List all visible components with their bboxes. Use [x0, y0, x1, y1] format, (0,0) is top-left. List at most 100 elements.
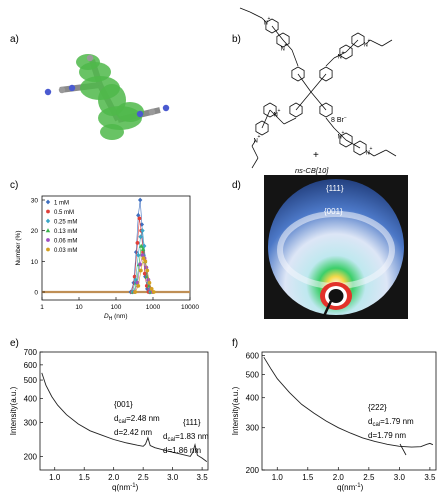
nitrogen-0-a-atom: N: [281, 47, 285, 53]
annotation-f-pointer: [399, 443, 407, 456]
dls-size-distribution-chart: 1 10 100 1000 10000 0 10 20 30 DH (nm) Number (%) 1…: [15, 195, 199, 322]
nitrogen-2-b-atom: N: [254, 139, 258, 145]
bond-link-0: [282, 39, 293, 51]
legend-label-1: 0.5 mM: [54, 210, 74, 216]
y-tick-label: 600: [246, 351, 260, 360]
legend-marker-4: [46, 238, 50, 242]
pyridinium-ring-1-b: [351, 32, 365, 48]
bond-arm-1: [325, 57, 335, 67]
svg-text:d=2.42 nm: d=2.42 nm: [114, 428, 152, 437]
panel-e-label: e): [10, 338, 19, 349]
annotation-e-111: {111} dcal=1.83 nm d=1.86 nm: [163, 418, 209, 455]
nitrogen-1-a-atom: N: [338, 55, 342, 61]
pyridinium-ring-3-a: [339, 132, 353, 148]
y-tick-label: 30: [31, 198, 39, 205]
bond-link-3: [333, 127, 347, 141]
legend-marker-2: [45, 218, 51, 224]
legend-label-5: 0.03 mM: [54, 248, 77, 254]
bond-bipy-1: [345, 39, 359, 53]
x-tick-label: 3.5: [197, 473, 209, 482]
pyridinium-ring-3-b: [353, 140, 367, 156]
bond-butyl-2-2: [251, 157, 259, 169]
saxs-pattern-image: {111} {001}: [264, 175, 408, 319]
y-axis-label: Number (%): [15, 230, 22, 265]
chemical-structure-drawing: N+N+N+N+N+N+N+N+: [239, 7, 397, 169]
panel-f-label: f): [232, 338, 238, 349]
y-axis-label: Intensity(a.u.): [231, 386, 240, 435]
y-tick-label: 20: [31, 228, 39, 235]
data-point-5-0: [133, 290, 138, 294]
data-point-0-3: [136, 212, 141, 218]
x-tick-label: 3.0: [167, 473, 179, 482]
nitrogen-0-b-atom: N: [264, 21, 268, 27]
x-tick-label: 10000: [181, 304, 199, 311]
data-point-3-3: [139, 243, 144, 248]
bond-core-3: [310, 91, 327, 111]
bond-link-2: [269, 109, 285, 125]
data-point-5-7: [149, 287, 154, 291]
x-tick-label: 2.5: [363, 473, 375, 482]
nitrogen-3-b-charge: +: [370, 146, 373, 152]
intensity-curve: [263, 356, 434, 448]
saxs-beamstop: [328, 289, 344, 303]
data-point-2-2: [136, 252, 141, 258]
molecule-atom-5: [162, 104, 170, 112]
y-tick-label: 400: [24, 395, 38, 404]
x-tick-label: 1.5: [302, 473, 314, 482]
phenyl-ring-3: [319, 102, 333, 118]
host-label: ns-CB[10]: [295, 166, 329, 175]
x-tick-label: 1.0: [272, 473, 284, 482]
panel-a-label: a): [10, 34, 19, 45]
y-tick-label: 200: [24, 452, 38, 461]
panel-b-label: b): [232, 34, 241, 45]
saxs-profile-chart-f: 1.0 1.5 2.0 2.5 3.0 3.5 200 300 400 500 600 q(nm-1)…: [231, 351, 437, 492]
svg-text:d=1.79 nm: d=1.79 nm: [368, 431, 406, 440]
nitrogen-2-a-charge: +: [278, 108, 281, 114]
molecular-model-image: [44, 54, 170, 140]
nitrogen-3-a-atom: N: [338, 135, 342, 141]
phenyl-ring-2: [289, 102, 303, 118]
phenyl-ring-1: [319, 66, 333, 82]
x-tick-label: 2.0: [333, 473, 345, 482]
legend-label-2: 0.25 mM: [54, 220, 77, 226]
bond-butyl-0-2: [239, 7, 251, 13]
data-point-5-6: [147, 280, 152, 285]
svg-text:{222}: {222}: [368, 403, 387, 412]
data-point-5-3: [141, 256, 146, 261]
saxs-label-111: {111}: [326, 184, 344, 193]
legend-label-0: 1 mM: [54, 201, 69, 207]
nitrogen-1-a-charge: +: [342, 50, 345, 56]
molecule-cb-ring-5: [76, 54, 100, 70]
data-point-1-6: [142, 271, 147, 276]
molecule-atom-4: [148, 108, 156, 116]
y-tick-label: 700: [24, 348, 38, 357]
bond-bipy-0: [271, 25, 284, 41]
bond-core-0: [297, 73, 312, 93]
nitrogen-1-b-atom: N: [364, 43, 368, 49]
saxs-profile-chart-e: 1.0 1.5 2.0 2.5 3.0 3.5 200 300 400 500 600 700 q(nm…: [9, 348, 209, 492]
legend-label-4: 0.06 mM: [54, 239, 77, 245]
bond-butyl-3-2: [385, 149, 397, 157]
bond-bipy-3: [345, 139, 361, 149]
bond-butyl-0-1: [249, 11, 263, 19]
saxs-beamstop-arm: [322, 300, 333, 317]
pyridinium-ring-0-b: [265, 18, 279, 34]
data-point-4-2: [138, 262, 143, 267]
data-point-4-5: [144, 265, 149, 270]
nitrogen-3-a-charge: +: [342, 130, 345, 136]
plus-sign: +: [313, 150, 319, 161]
x-tick-label: 2.0: [108, 473, 120, 482]
x-tick-label: 3.0: [394, 473, 406, 482]
data-point-2-4: [140, 228, 145, 234]
molecule-cb-ring-4: [100, 124, 124, 140]
molecule-atom-3: [136, 110, 144, 118]
data-point-4-3: [140, 253, 145, 258]
bond-butyl-3-1: [373, 149, 387, 157]
molecule-atom-2: [68, 84, 76, 92]
legend-marker-3: [45, 228, 51, 233]
bond-arm-3: [325, 117, 335, 129]
legend-marker-5: [46, 247, 50, 252]
y-tick-label: 500: [24, 376, 38, 385]
y-tick-label: 600: [24, 361, 38, 370]
